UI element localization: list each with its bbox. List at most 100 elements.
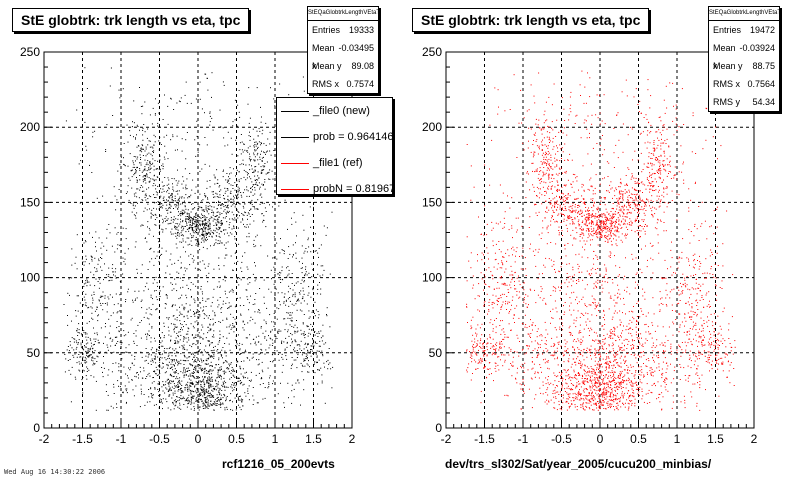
data-point [201, 200, 203, 202]
data-point [308, 292, 310, 294]
data-point [276, 338, 278, 339]
data-point [84, 67, 86, 69]
data-point [302, 352, 304, 354]
data-point [102, 291, 104, 293]
data-point [281, 292, 283, 294]
data-point [597, 216, 598, 217]
data-point [172, 376, 174, 378]
data-point [140, 164, 142, 166]
data-point [535, 123, 537, 125]
data-point [208, 392, 210, 394]
data-point [261, 202, 263, 204]
data-point [205, 224, 207, 226]
data-point [272, 353, 274, 355]
data-point [210, 328, 212, 330]
data-point [213, 233, 215, 235]
data-point [264, 336, 266, 338]
data-point [189, 363, 191, 365]
data-point [145, 164, 147, 166]
data-point [186, 341, 188, 343]
data-point [198, 397, 200, 399]
data-point [632, 159, 633, 161]
data-point [200, 342, 201, 344]
data-point [200, 386, 202, 388]
data-point [269, 150, 271, 152]
data-point [599, 360, 601, 362]
data-point [253, 146, 255, 148]
data-point [226, 406, 228, 408]
data-point [274, 288, 276, 290]
data-point [203, 388, 205, 390]
data-point [155, 224, 157, 226]
data-point [168, 330, 170, 332]
data-point [217, 400, 219, 402]
data-point [246, 214, 248, 216]
data-point [168, 389, 170, 391]
data-point [206, 388, 208, 390]
data-point [211, 404, 213, 406]
data-point [187, 337, 189, 339]
data-point [207, 371, 209, 373]
data-point [201, 213, 202, 215]
data-point [127, 288, 129, 290]
data-point [225, 371, 227, 373]
data-point [179, 381, 181, 383]
data-point [187, 370, 189, 372]
data-point [304, 280, 305, 282]
data-point [74, 338, 76, 340]
data-point [313, 206, 314, 208]
data-point [229, 365, 230, 367]
data-point [198, 243, 200, 245]
data-point [205, 218, 207, 220]
data-point [115, 268, 117, 270]
data-point [217, 306, 219, 308]
data-point [241, 141, 243, 143]
data-point [208, 235, 210, 237]
data-point [249, 223, 251, 225]
data-point [212, 310, 214, 312]
data-point [596, 287, 598, 289]
data-point [289, 312, 291, 314]
data-point [98, 299, 100, 301]
data-point [199, 364, 200, 366]
data-point [666, 283, 668, 285]
data-point [188, 213, 190, 215]
data-point [175, 378, 177, 380]
data-point [217, 196, 219, 198]
data-point [202, 380, 204, 382]
data-point [228, 302, 230, 304]
data-point [600, 389, 601, 391]
data-point [576, 378, 578, 380]
data-point [218, 257, 220, 259]
data-point [145, 155, 147, 157]
data-point [166, 317, 168, 319]
data-point [326, 227, 328, 229]
data-point [143, 148, 144, 150]
data-point [261, 169, 263, 171]
data-point [631, 222, 633, 223]
data-point [202, 233, 204, 235]
data-point [259, 384, 261, 386]
data-point [646, 402, 648, 404]
data-point [75, 378, 77, 380]
data-point [252, 184, 254, 186]
data-points [466, 70, 736, 411]
data-point [495, 318, 497, 319]
data-point [601, 394, 603, 395]
data-point [135, 335, 137, 337]
data-point [165, 152, 167, 154]
data-point [196, 400, 198, 402]
data-point [325, 234, 327, 236]
data-point [263, 166, 265, 168]
data-point [304, 337, 306, 339]
data-point [610, 223, 612, 225]
data-point [84, 362, 86, 364]
data-point [136, 179, 138, 181]
data-point [327, 368, 329, 370]
data-point [166, 199, 167, 201]
data-point [663, 381, 665, 382]
data-point [329, 326, 331, 328]
data-point [516, 334, 518, 336]
data-point [186, 400, 188, 402]
data-point [186, 228, 188, 230]
